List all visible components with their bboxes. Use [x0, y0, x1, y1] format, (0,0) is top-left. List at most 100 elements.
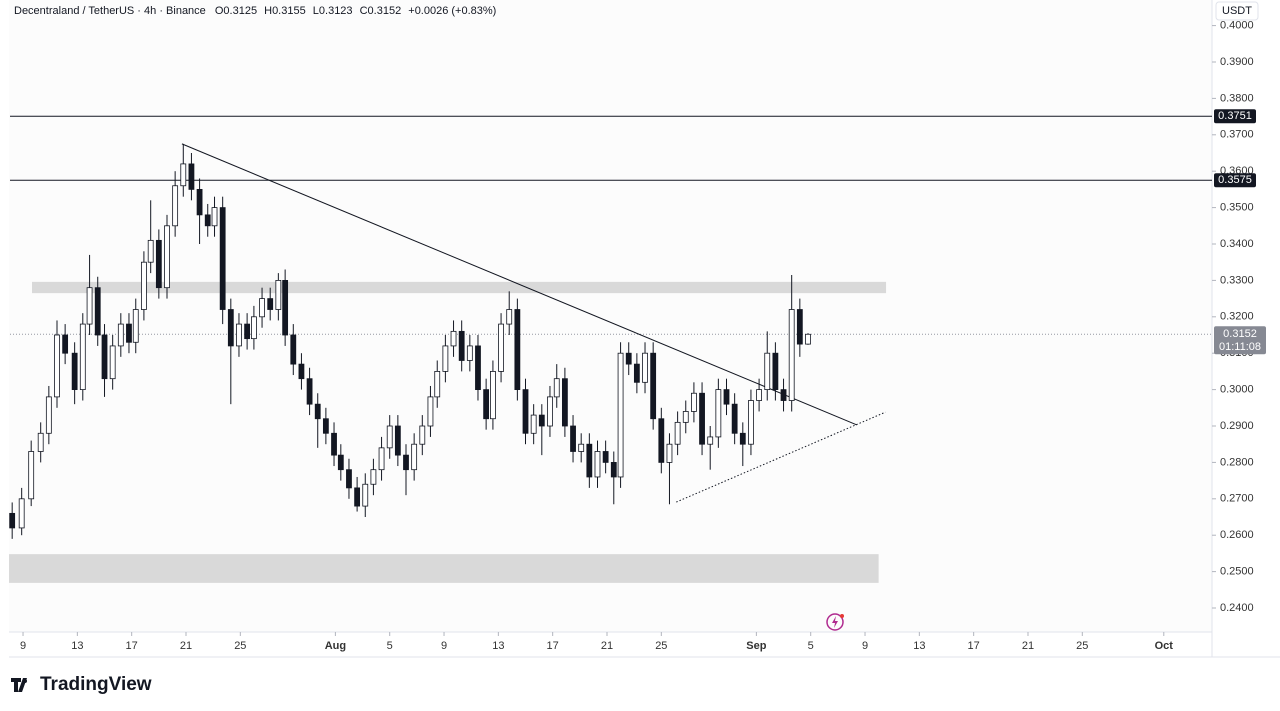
candle-body [561, 378, 568, 427]
brand[interactable]: TradingView [40, 674, 152, 695]
symbol: Decentraland / TetherUS · 4h · Binance [14, 5, 206, 17]
x-tick-label: 17 [126, 640, 138, 652]
y-tick-label: 0.3900 [1220, 56, 1254, 68]
candle-body [530, 414, 537, 434]
candle-body [522, 389, 529, 434]
y-tick-label: 0.3300 [1220, 274, 1254, 286]
candle-body [796, 309, 803, 345]
candle-body [731, 403, 738, 434]
candle-body [594, 451, 601, 478]
candle-body [723, 389, 730, 405]
candle-body [109, 345, 116, 380]
candle-body [586, 443, 593, 478]
candle-body [71, 352, 78, 391]
candle-body [748, 400, 754, 445]
x-tick-label: 13 [71, 640, 83, 652]
candle-body [403, 454, 409, 471]
ohlc: O0.3125 [215, 5, 257, 17]
candle-body [650, 352, 657, 420]
candle-body [259, 298, 265, 318]
y-tick-label: 0.2600 [1220, 529, 1254, 541]
candle-body [625, 352, 632, 365]
ohlc: L0.3123 [313, 5, 353, 17]
x-tick-label: 25 [234, 640, 246, 652]
candle-body [282, 279, 289, 336]
candle-body [386, 425, 393, 449]
candle-body [756, 389, 762, 401]
x-tick-label: 5 [387, 640, 393, 652]
candle-body [739, 432, 746, 445]
candle-body [514, 309, 521, 391]
candle-body [314, 403, 321, 420]
candle-body [602, 451, 609, 463]
candle-body [419, 425, 426, 445]
x-tick-label: 17 [547, 640, 559, 652]
candle-body [506, 309, 513, 325]
candle-body [28, 451, 35, 500]
header: Decentraland / TetherUS · 4h · Binance O… [14, 5, 496, 17]
y-tick-label: 0.2400 [1220, 602, 1254, 614]
plot-area [9, 0, 1212, 632]
candle-body [394, 425, 401, 456]
candle-body [141, 261, 147, 310]
x-tick-label: 17 [968, 640, 980, 652]
candle-body [164, 225, 170, 289]
price-label: 0.3575 [1218, 174, 1252, 186]
candle-body [370, 469, 377, 485]
price-label-box [1214, 109, 1256, 124]
candle-body [442, 345, 449, 372]
candle-body [236, 323, 242, 347]
ohlc: H0.3155 [264, 5, 306, 17]
x-tick-label: Sep [746, 640, 766, 652]
candle-body [570, 425, 576, 452]
y-tick-label: 0.3000 [1220, 384, 1254, 396]
candle-body [244, 323, 251, 340]
candle-body [378, 447, 385, 471]
candle-body [642, 352, 648, 383]
candle-body [346, 469, 352, 489]
candle-body [79, 323, 86, 391]
countdown: 01:11:08 [1219, 341, 1261, 353]
x-tick-label: 9 [441, 640, 447, 652]
candle-body [275, 279, 282, 310]
x-tick-label: 13 [492, 640, 504, 652]
x-tick-label: 21 [1022, 640, 1034, 652]
candle-body [617, 352, 624, 478]
candle-body [306, 378, 313, 405]
candle-body [337, 454, 344, 471]
candle-body [54, 334, 60, 398]
currency[interactable]: USDT [1222, 5, 1252, 17]
x-tick-label: 25 [1076, 640, 1088, 652]
lightning-icon[interactable] [826, 613, 844, 631]
candle-body [155, 239, 162, 289]
ohlc-change: +0.0026 (+0.83%) [408, 5, 496, 17]
candle-body [610, 462, 617, 478]
price-label-box [1214, 173, 1256, 188]
x-tick-label: 13 [913, 640, 925, 652]
x-tick-label: 5 [808, 640, 814, 652]
logo[interactable] [11, 678, 27, 692]
candle-body [227, 309, 234, 347]
candle-body [788, 309, 795, 401]
y-tick-label: 0.3700 [1220, 129, 1254, 141]
ohlc: C0.3152 [360, 5, 402, 17]
candle-body [553, 378, 560, 398]
zone [9, 554, 879, 583]
candle-body [772, 352, 779, 391]
candle-body [434, 371, 441, 398]
candle-body [666, 443, 673, 463]
currency-box[interactable] [1215, 1, 1259, 21]
y-tick-label: 0.3200 [1220, 311, 1254, 323]
candle-body [475, 345, 481, 391]
candle-body [132, 309, 139, 343]
y-tick-label: 0.3500 [1220, 202, 1254, 214]
y-tick-label: 0.2800 [1220, 456, 1254, 468]
candle-body [147, 239, 154, 263]
x-tick-label: 21 [180, 640, 192, 652]
candle-body [172, 185, 179, 227]
candle-body [450, 330, 457, 347]
candle-body [780, 389, 787, 401]
candle-body [466, 345, 473, 361]
last-price-label: 0.3152 [1223, 328, 1257, 340]
